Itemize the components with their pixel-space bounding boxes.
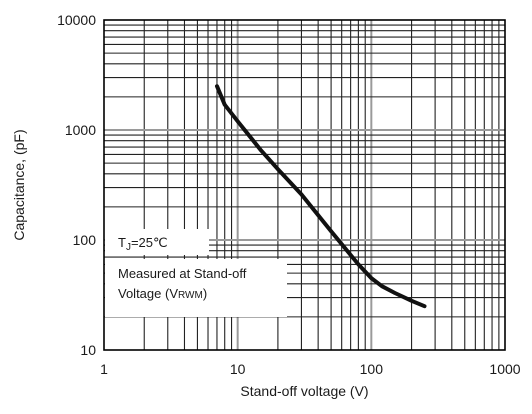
x-tick-label: 1000 bbox=[489, 361, 520, 377]
annotation-layer: TJ=25℃ Measured at Stand-off Voltage (VR… bbox=[105, 229, 287, 317]
grid-layer bbox=[104, 20, 505, 350]
series-layer bbox=[215, 84, 427, 309]
x-tick-label: 1 bbox=[100, 361, 108, 377]
y-axis-label: Capacitance, (pF) bbox=[11, 129, 27, 240]
measured-annotation-box bbox=[105, 259, 287, 317]
measured-annotation-line1: Measured at Stand-off bbox=[118, 266, 247, 281]
y-tick-label: 100 bbox=[73, 232, 97, 248]
measured-prefix: Voltage (V bbox=[118, 286, 178, 301]
plot-frame bbox=[103, 19, 506, 351]
measured-annotation-line2: Voltage (VRWM) bbox=[118, 286, 207, 301]
measured-suffix: ) bbox=[203, 286, 207, 301]
y-tick-label: 1000 bbox=[65, 122, 96, 138]
y-tick-label: 10 bbox=[80, 342, 96, 358]
x-tick-label: 100 bbox=[360, 361, 384, 377]
temp-annotation: TJ=25℃ bbox=[118, 235, 168, 253]
temp-annotation-box bbox=[105, 229, 209, 255]
temp-prefix: T bbox=[118, 235, 126, 250]
measured-sub: RWM bbox=[178, 290, 203, 301]
temp-suffix: =25℃ bbox=[131, 235, 168, 250]
temp-sub: J bbox=[126, 242, 131, 253]
x-tick-label: 10 bbox=[230, 361, 246, 377]
x-axis-label: Stand-off voltage (V) bbox=[240, 383, 368, 399]
capacitance-curve bbox=[215, 84, 427, 309]
y-tick-label: 10000 bbox=[57, 12, 96, 28]
